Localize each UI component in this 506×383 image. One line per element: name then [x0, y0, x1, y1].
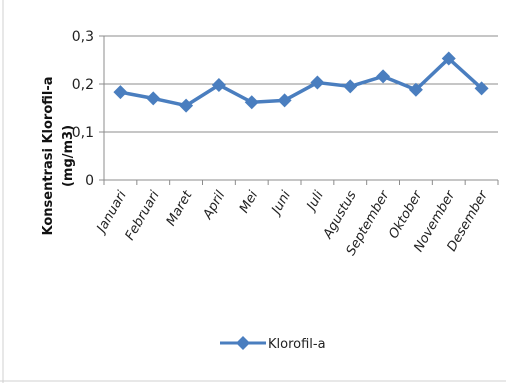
data-point	[343, 79, 358, 94]
data-point	[113, 85, 128, 100]
y-axis-title-line1: Konsentrasi Klorofil-a	[41, 76, 56, 235]
y-axis-title: Konsentrasi Klorofil-a (mg/m3)	[41, 76, 76, 235]
gridlines	[104, 35, 498, 133]
x-tick-label: Juni	[268, 188, 295, 219]
y-tick-label: 0,3	[72, 29, 94, 45]
y-tick-label: 0,2	[72, 77, 94, 93]
y-axis-title-line2: (mg/m3)	[61, 125, 76, 187]
legend-label: Klorofil-a	[268, 337, 326, 352]
data-point	[376, 69, 391, 84]
data-point	[310, 75, 325, 90]
data-point	[211, 77, 226, 92]
series-klorofil-a	[113, 51, 489, 113]
legend: Klorofil-a	[220, 336, 326, 352]
x-tick-label: Mei	[237, 188, 262, 216]
y-tick-label: 0,1	[72, 125, 94, 141]
data-point	[474, 81, 489, 96]
y-tick-label: 0	[85, 173, 94, 189]
data-point	[244, 95, 259, 110]
x-tick-label: Juli	[303, 188, 327, 215]
x-tick-label: Maret	[164, 188, 196, 229]
data-point	[441, 51, 456, 66]
series-line	[120, 56, 483, 108]
legend-marker	[236, 336, 250, 350]
x-tick-label: April	[200, 188, 229, 222]
data-point	[146, 91, 161, 106]
data-point	[408, 82, 423, 97]
data-point	[277, 93, 292, 108]
axes	[99, 35, 499, 185]
y-tick-labels: 0 0,1 0,2 0,3	[72, 29, 94, 189]
data-point	[179, 98, 194, 113]
